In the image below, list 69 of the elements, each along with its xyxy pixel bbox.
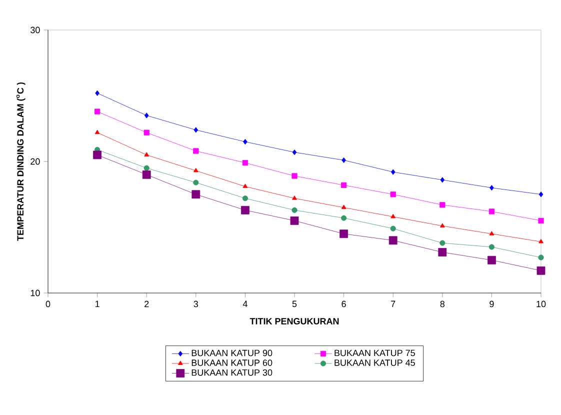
point xyxy=(242,160,248,166)
legend-label: BUKAAN KATUP 30 xyxy=(192,369,272,376)
point xyxy=(488,256,496,264)
point xyxy=(292,207,298,213)
point xyxy=(194,127,198,133)
point xyxy=(144,165,150,171)
point xyxy=(95,90,100,96)
point xyxy=(292,173,298,179)
x-tick-label: 6 xyxy=(342,300,346,308)
point xyxy=(538,254,544,260)
point xyxy=(94,130,100,134)
point xyxy=(292,149,297,156)
point xyxy=(438,248,447,256)
point xyxy=(93,150,102,160)
point xyxy=(193,148,199,154)
x-tick-label: 4 xyxy=(242,300,248,307)
x-tick-label: 1 xyxy=(95,300,100,307)
point xyxy=(193,180,199,186)
point xyxy=(193,168,198,172)
x-tick-label: 3 xyxy=(194,300,198,308)
point xyxy=(490,185,494,191)
point xyxy=(536,266,546,275)
point xyxy=(292,196,297,200)
point xyxy=(390,214,396,218)
x-tick-label: 5 xyxy=(292,300,297,308)
legend-label: BUKAAN KATUP 75 xyxy=(334,350,415,356)
y-tick-label: 30 xyxy=(30,26,40,34)
x-tick-label: 2 xyxy=(144,300,149,308)
point xyxy=(440,240,446,246)
point xyxy=(144,112,149,118)
point xyxy=(342,157,346,163)
point xyxy=(440,223,445,228)
point xyxy=(341,215,347,221)
y-tick-label: 20 xyxy=(30,158,40,165)
y-tick-label: 10 xyxy=(30,290,40,296)
x-tick-label: 8 xyxy=(440,300,445,308)
point xyxy=(241,206,250,214)
point xyxy=(242,196,248,202)
point xyxy=(142,170,151,179)
point xyxy=(538,238,544,244)
point xyxy=(94,108,100,114)
point xyxy=(144,152,150,156)
point xyxy=(538,218,544,224)
point xyxy=(144,130,150,136)
point xyxy=(538,192,544,198)
point xyxy=(440,177,445,183)
point xyxy=(242,184,248,188)
legend-label: BUKAAN KATUP 45 xyxy=(334,360,415,366)
point xyxy=(489,231,494,236)
x-tick-label: 10 xyxy=(536,300,546,308)
legend-label: BUKAAN KATUP 90 xyxy=(192,350,272,356)
legend-label: BUKAAN KATUP 60 xyxy=(192,360,272,366)
point xyxy=(341,182,347,188)
point xyxy=(440,202,446,208)
point xyxy=(488,208,495,214)
point xyxy=(488,244,495,250)
y-axis-title: TEMPERATUR DINDING DALAM ($^{o}$C ) xyxy=(16,82,26,241)
point xyxy=(341,204,346,210)
x-tick-label: 9 xyxy=(490,300,494,308)
point xyxy=(192,190,200,199)
point xyxy=(340,230,348,238)
point xyxy=(390,226,396,232)
point xyxy=(290,216,299,225)
x-tick-label: 0 xyxy=(46,300,50,308)
point xyxy=(390,169,396,175)
point xyxy=(390,192,396,198)
point xyxy=(388,236,398,245)
x-tick-label: 7 xyxy=(391,300,396,307)
x-axis-title: TITIK PENGUKURAN xyxy=(250,318,339,324)
